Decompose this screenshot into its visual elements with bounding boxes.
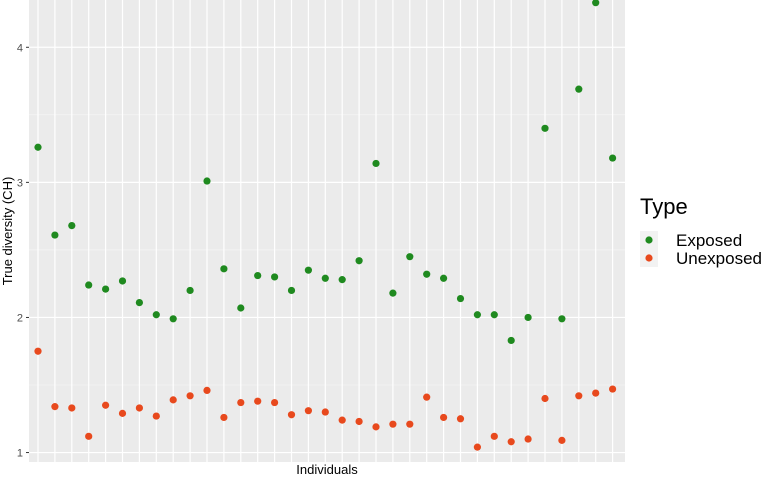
unexposed-point xyxy=(558,436,566,444)
exposed-point xyxy=(507,336,515,345)
y-axis-title: True diversity (CH) xyxy=(0,177,15,286)
exposed-point xyxy=(51,231,59,239)
unexposed-point xyxy=(102,401,110,409)
exposed-point xyxy=(118,277,127,285)
unexposed-point xyxy=(287,411,296,419)
unexposed-point xyxy=(355,417,363,426)
unexposed-point xyxy=(507,438,515,446)
data-points xyxy=(34,0,617,451)
unexposed-point xyxy=(186,392,194,400)
unexposed-point xyxy=(254,397,262,405)
legend-key-unexposed xyxy=(645,254,653,262)
panel-background xyxy=(29,0,625,462)
y-tick-label: 3 xyxy=(17,177,23,189)
exposed-point xyxy=(389,289,397,297)
legend-title: Type xyxy=(640,194,688,219)
unexposed-point xyxy=(524,435,532,443)
exposed-point xyxy=(372,159,380,168)
exposed-point xyxy=(423,270,431,278)
unexposed-point xyxy=(34,347,42,355)
major-gridlines xyxy=(29,0,625,462)
exposed-point xyxy=(102,285,110,293)
unexposed-point xyxy=(609,385,617,393)
exposed-point xyxy=(220,265,228,273)
unexposed-point xyxy=(575,392,583,400)
exposed-point xyxy=(321,274,329,282)
unexposed-point xyxy=(592,389,600,397)
unexposed-point xyxy=(271,398,279,407)
exposed-point xyxy=(34,143,42,151)
unexposed-point xyxy=(220,413,228,422)
minor-gridlines xyxy=(29,114,625,386)
exposed-point xyxy=(490,311,498,319)
unexposed-point xyxy=(135,404,143,412)
unexposed-point xyxy=(118,409,127,417)
legend-label-unexposed: Unexposed xyxy=(676,249,762,268)
unexposed-point xyxy=(406,420,414,428)
x-axis-title: Individuals xyxy=(296,462,358,477)
exposed-point xyxy=(85,281,93,289)
exposed-point xyxy=(541,124,549,132)
unexposed-point xyxy=(338,416,346,424)
exposed-point xyxy=(558,315,566,323)
exposed-point xyxy=(473,311,481,319)
y-tick-label: 1 xyxy=(17,448,23,460)
exposed-point xyxy=(237,304,245,312)
exposed-point xyxy=(609,154,617,162)
y-axis-ticks: 1 2 3 4 xyxy=(17,42,29,460)
exposed-point xyxy=(152,311,160,319)
unexposed-point xyxy=(152,412,160,420)
exposed-point xyxy=(338,276,346,284)
unexposed-point xyxy=(237,398,245,407)
exposed-point xyxy=(287,286,296,295)
exposed-point xyxy=(254,271,262,280)
exposed-point xyxy=(456,294,465,303)
exposed-point xyxy=(271,273,279,281)
exposed-point xyxy=(169,315,177,323)
exposed-point xyxy=(304,266,312,274)
unexposed-point xyxy=(423,393,431,401)
exposed-point xyxy=(68,221,76,230)
exposed-point xyxy=(592,0,600,7)
exposed-point xyxy=(355,257,363,265)
exposed-point xyxy=(575,85,583,93)
unexposed-point xyxy=(85,432,93,440)
y-tick-label: 4 xyxy=(17,42,23,54)
unexposed-point xyxy=(473,443,481,451)
unexposed-point xyxy=(68,404,76,412)
exposed-point xyxy=(524,313,532,322)
unexposed-point xyxy=(203,386,211,395)
legend-key-exposed xyxy=(645,236,653,244)
unexposed-point xyxy=(372,423,380,431)
unexposed-point xyxy=(169,396,177,404)
exposed-point xyxy=(186,286,194,295)
exposed-point xyxy=(406,253,414,261)
y-tick-label: 2 xyxy=(17,312,23,324)
unexposed-point xyxy=(541,394,549,403)
exposed-point xyxy=(440,274,448,282)
unexposed-point xyxy=(440,413,448,422)
unexposed-point xyxy=(389,420,397,428)
legend-label-exposed: Exposed xyxy=(676,231,742,250)
unexposed-point xyxy=(490,432,498,440)
unexposed-point xyxy=(456,415,465,423)
unexposed-point xyxy=(51,403,59,411)
unexposed-point xyxy=(304,407,312,415)
exposed-point xyxy=(135,298,143,307)
unexposed-point xyxy=(321,408,329,416)
exposed-point xyxy=(203,177,211,185)
